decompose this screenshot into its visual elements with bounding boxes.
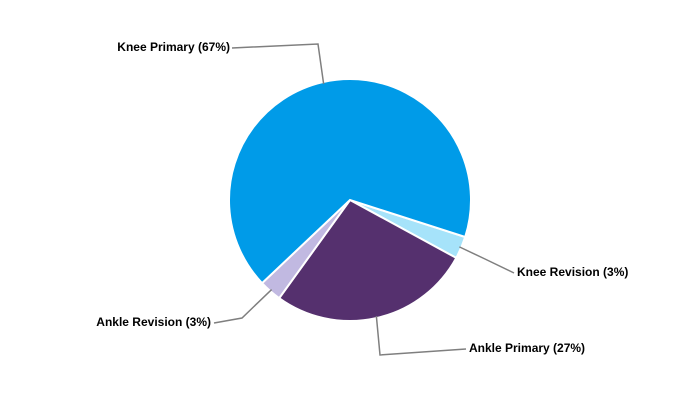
slice-label: Knee Revision (3%)	[517, 265, 628, 279]
slice-label: Ankle Revision (3%)	[96, 315, 211, 329]
leader-line	[231, 43, 325, 85]
leader-line	[459, 246, 515, 274]
leader-line	[375, 315, 467, 356]
slice-label: Ankle Primary (27%)	[469, 341, 585, 355]
leader-line	[213, 288, 273, 324]
slice-label: Knee Primary (67%)	[117, 40, 230, 54]
